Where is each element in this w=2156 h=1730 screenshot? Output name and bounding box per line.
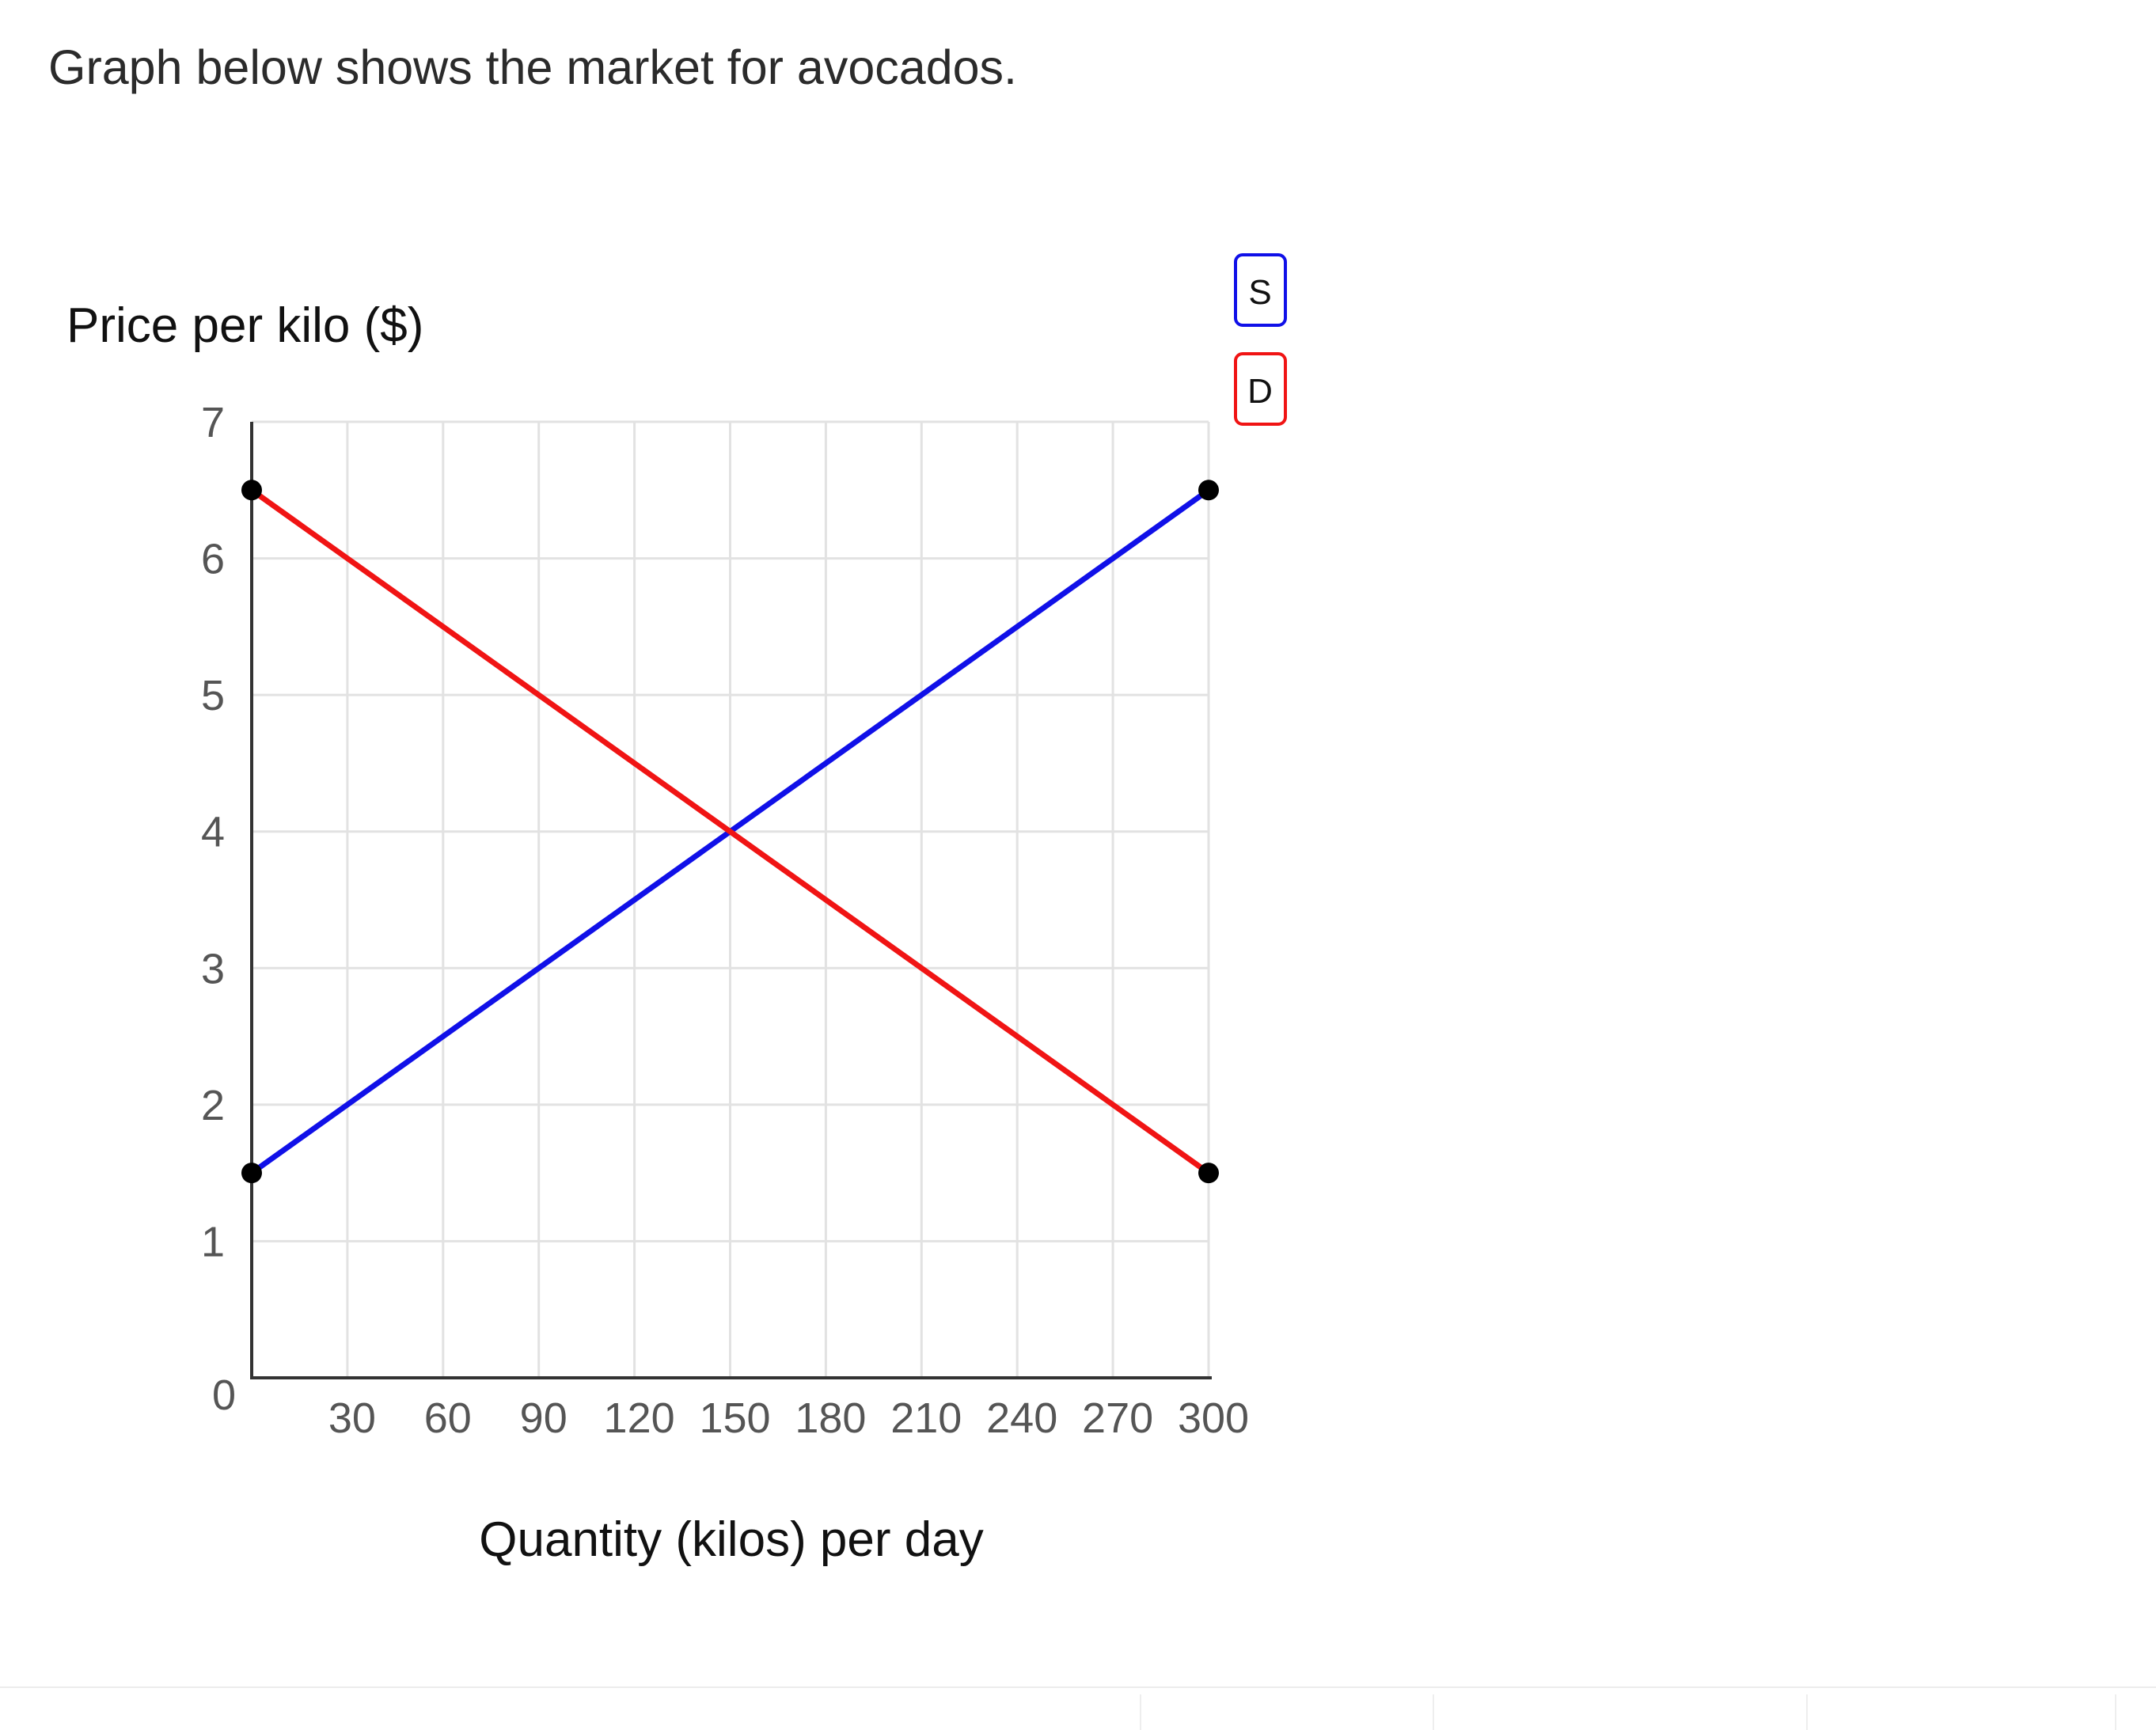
x-axis-title: Quantity (kilos) per day xyxy=(479,1512,983,1567)
x-tick-label: 150 xyxy=(699,1394,770,1442)
endpoint-marker-d[interactable] xyxy=(1198,1163,1219,1184)
y-tick-label: 7 xyxy=(201,399,225,446)
endpoint-markers[interactable] xyxy=(241,480,1219,1184)
y-tick-label: 1 xyxy=(201,1218,225,1265)
legend-box-d[interactable] xyxy=(1234,352,1287,426)
legend-item-s[interactable]: S xyxy=(1234,253,1287,327)
bottom-bar xyxy=(0,1686,2156,1730)
tick-labels: 30 60 90 120 150 180 210 240 270 300 0 1 2 3 4 5 6 7 xyxy=(201,399,1249,1442)
bar-divider xyxy=(1806,1694,1808,1730)
bar-divider xyxy=(1140,1694,1141,1730)
y-tick-label: 6 xyxy=(201,536,225,583)
x-tick-label: 240 xyxy=(986,1394,1057,1442)
x-tick-label: 30 xyxy=(328,1394,376,1442)
endpoint-marker-d[interactable] xyxy=(241,480,262,501)
y-tick-label: 0 xyxy=(212,1371,236,1419)
axes xyxy=(250,422,1212,1379)
bar-divider xyxy=(1433,1694,1434,1730)
series-line-d[interactable] xyxy=(249,487,1212,1176)
legend-label-s: S xyxy=(1248,273,1271,312)
y-tick-label: 2 xyxy=(201,1082,225,1129)
bar-divider xyxy=(2115,1694,2116,1730)
legend-box-s[interactable] xyxy=(1234,253,1287,327)
x-tick-label: 120 xyxy=(604,1394,675,1442)
y-tick-label: 3 xyxy=(201,945,225,992)
x-tick-label: 90 xyxy=(520,1394,567,1442)
x-tick-label: 210 xyxy=(890,1394,962,1442)
series-lines xyxy=(249,487,1212,1176)
x-tick-label: 60 xyxy=(424,1394,472,1442)
grid xyxy=(252,420,1210,1378)
x-tick-label: 270 xyxy=(1082,1394,1153,1442)
legend-item-d[interactable]: D xyxy=(1234,352,1287,426)
y-tick-label: 4 xyxy=(201,809,225,856)
question-text: Graph below shows the market for avocado… xyxy=(48,40,1017,94)
legend-label-d: D xyxy=(1247,372,1273,411)
endpoint-marker-s[interactable] xyxy=(241,1163,262,1184)
y-tick-label: 5 xyxy=(201,672,225,719)
x-tick-label: 180 xyxy=(795,1394,866,1442)
legend[interactable]: SD xyxy=(1234,253,1287,426)
x-tick-label: 300 xyxy=(1178,1394,1249,1442)
endpoint-marker-s[interactable] xyxy=(1198,480,1219,501)
y-axis-title: Price per kilo ($) xyxy=(66,298,423,353)
